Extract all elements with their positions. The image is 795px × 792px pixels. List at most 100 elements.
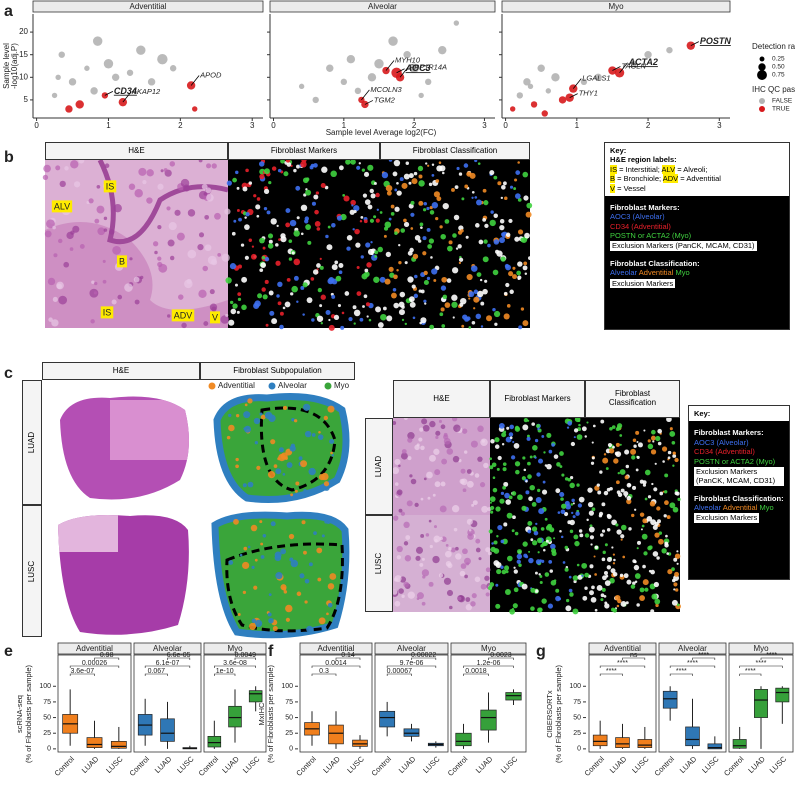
stain bbox=[434, 469, 441, 476]
stain bbox=[475, 538, 481, 544]
stain bbox=[452, 316, 455, 319]
stain bbox=[648, 545, 653, 550]
stain bbox=[620, 534, 625, 539]
stain bbox=[623, 491, 629, 497]
key-line: Exclusion Markers (PanCK, MCAM, CD31) bbox=[610, 240, 784, 251]
stain bbox=[604, 603, 610, 609]
stain bbox=[413, 171, 418, 176]
point bbox=[192, 106, 198, 112]
stain bbox=[253, 194, 257, 198]
stain bbox=[490, 505, 495, 510]
stain bbox=[273, 464, 278, 468]
stain bbox=[517, 161, 520, 164]
x-tick-label: 0 bbox=[34, 121, 39, 130]
stain bbox=[611, 546, 614, 549]
facet-strip bbox=[269, 0, 496, 13]
stain bbox=[264, 256, 270, 262]
point bbox=[92, 36, 103, 46]
stain bbox=[539, 580, 543, 585]
stain bbox=[517, 277, 520, 281]
stain bbox=[154, 250, 158, 255]
stain bbox=[396, 545, 403, 553]
stain bbox=[232, 303, 238, 309]
stain bbox=[504, 492, 510, 499]
stain bbox=[236, 310, 240, 314]
stain bbox=[615, 523, 619, 527]
stain bbox=[129, 257, 133, 261]
x-tick-label: 3 bbox=[250, 121, 255, 130]
stain bbox=[414, 234, 421, 241]
stain bbox=[56, 283, 62, 289]
stain bbox=[612, 608, 617, 613]
label-leader bbox=[122, 91, 132, 103]
stain bbox=[498, 422, 505, 429]
stain bbox=[435, 430, 441, 436]
stain bbox=[501, 232, 506, 237]
key-subtitle: Fibroblast Classification: bbox=[694, 493, 784, 503]
facet-label: Adventitial bbox=[130, 2, 167, 11]
y-tick-label: 100 bbox=[569, 683, 581, 690]
stain bbox=[494, 437, 500, 443]
legend-color bbox=[759, 98, 765, 104]
stain bbox=[422, 424, 430, 432]
stain bbox=[97, 227, 106, 236]
stain bbox=[493, 175, 498, 180]
stain bbox=[258, 161, 265, 167]
box bbox=[160, 718, 175, 742]
stain bbox=[169, 255, 175, 261]
stain bbox=[303, 488, 307, 493]
stain bbox=[295, 185, 301, 191]
facet-label: Adventitial bbox=[318, 644, 355, 653]
stain bbox=[329, 573, 337, 580]
point bbox=[354, 87, 362, 95]
stain bbox=[634, 580, 638, 584]
stain bbox=[493, 310, 501, 318]
stain bbox=[311, 433, 316, 437]
stain bbox=[286, 162, 292, 167]
stain bbox=[334, 260, 339, 265]
stain bbox=[412, 253, 419, 260]
stain bbox=[323, 481, 330, 487]
y-tick-label: 75 bbox=[573, 699, 581, 706]
stain bbox=[652, 440, 655, 443]
point bbox=[425, 78, 432, 86]
key-line: CD34 (Adventitial) bbox=[610, 222, 784, 231]
stain bbox=[282, 306, 286, 310]
stain bbox=[157, 225, 162, 230]
stain bbox=[467, 533, 474, 540]
stain bbox=[362, 193, 368, 198]
bracket bbox=[739, 673, 762, 676]
stain bbox=[628, 527, 632, 531]
stain bbox=[418, 180, 425, 187]
stain bbox=[482, 256, 489, 263]
stain bbox=[673, 588, 676, 591]
stain bbox=[221, 253, 230, 262]
stain bbox=[625, 601, 629, 605]
stain bbox=[373, 182, 377, 185]
stain bbox=[52, 296, 58, 302]
stain bbox=[612, 571, 618, 577]
label-leader bbox=[399, 67, 409, 78]
stain bbox=[496, 467, 500, 471]
stain bbox=[672, 451, 676, 455]
stain bbox=[421, 418, 428, 425]
stain bbox=[203, 192, 208, 196]
stain bbox=[408, 181, 412, 185]
stain bbox=[231, 231, 236, 236]
stain bbox=[289, 445, 296, 452]
class-label: Myo bbox=[675, 268, 690, 278]
stain bbox=[449, 605, 453, 610]
stain bbox=[228, 424, 235, 432]
stain bbox=[602, 550, 606, 555]
stain bbox=[468, 297, 471, 300]
stain bbox=[285, 208, 291, 213]
stain bbox=[134, 189, 143, 198]
stain bbox=[548, 560, 553, 564]
stain bbox=[403, 541, 409, 546]
x-tick-label: LUSC bbox=[630, 754, 651, 775]
stain bbox=[550, 543, 556, 550]
stain bbox=[443, 577, 452, 585]
stain bbox=[403, 173, 410, 180]
stain bbox=[304, 216, 309, 221]
stain bbox=[360, 255, 364, 259]
